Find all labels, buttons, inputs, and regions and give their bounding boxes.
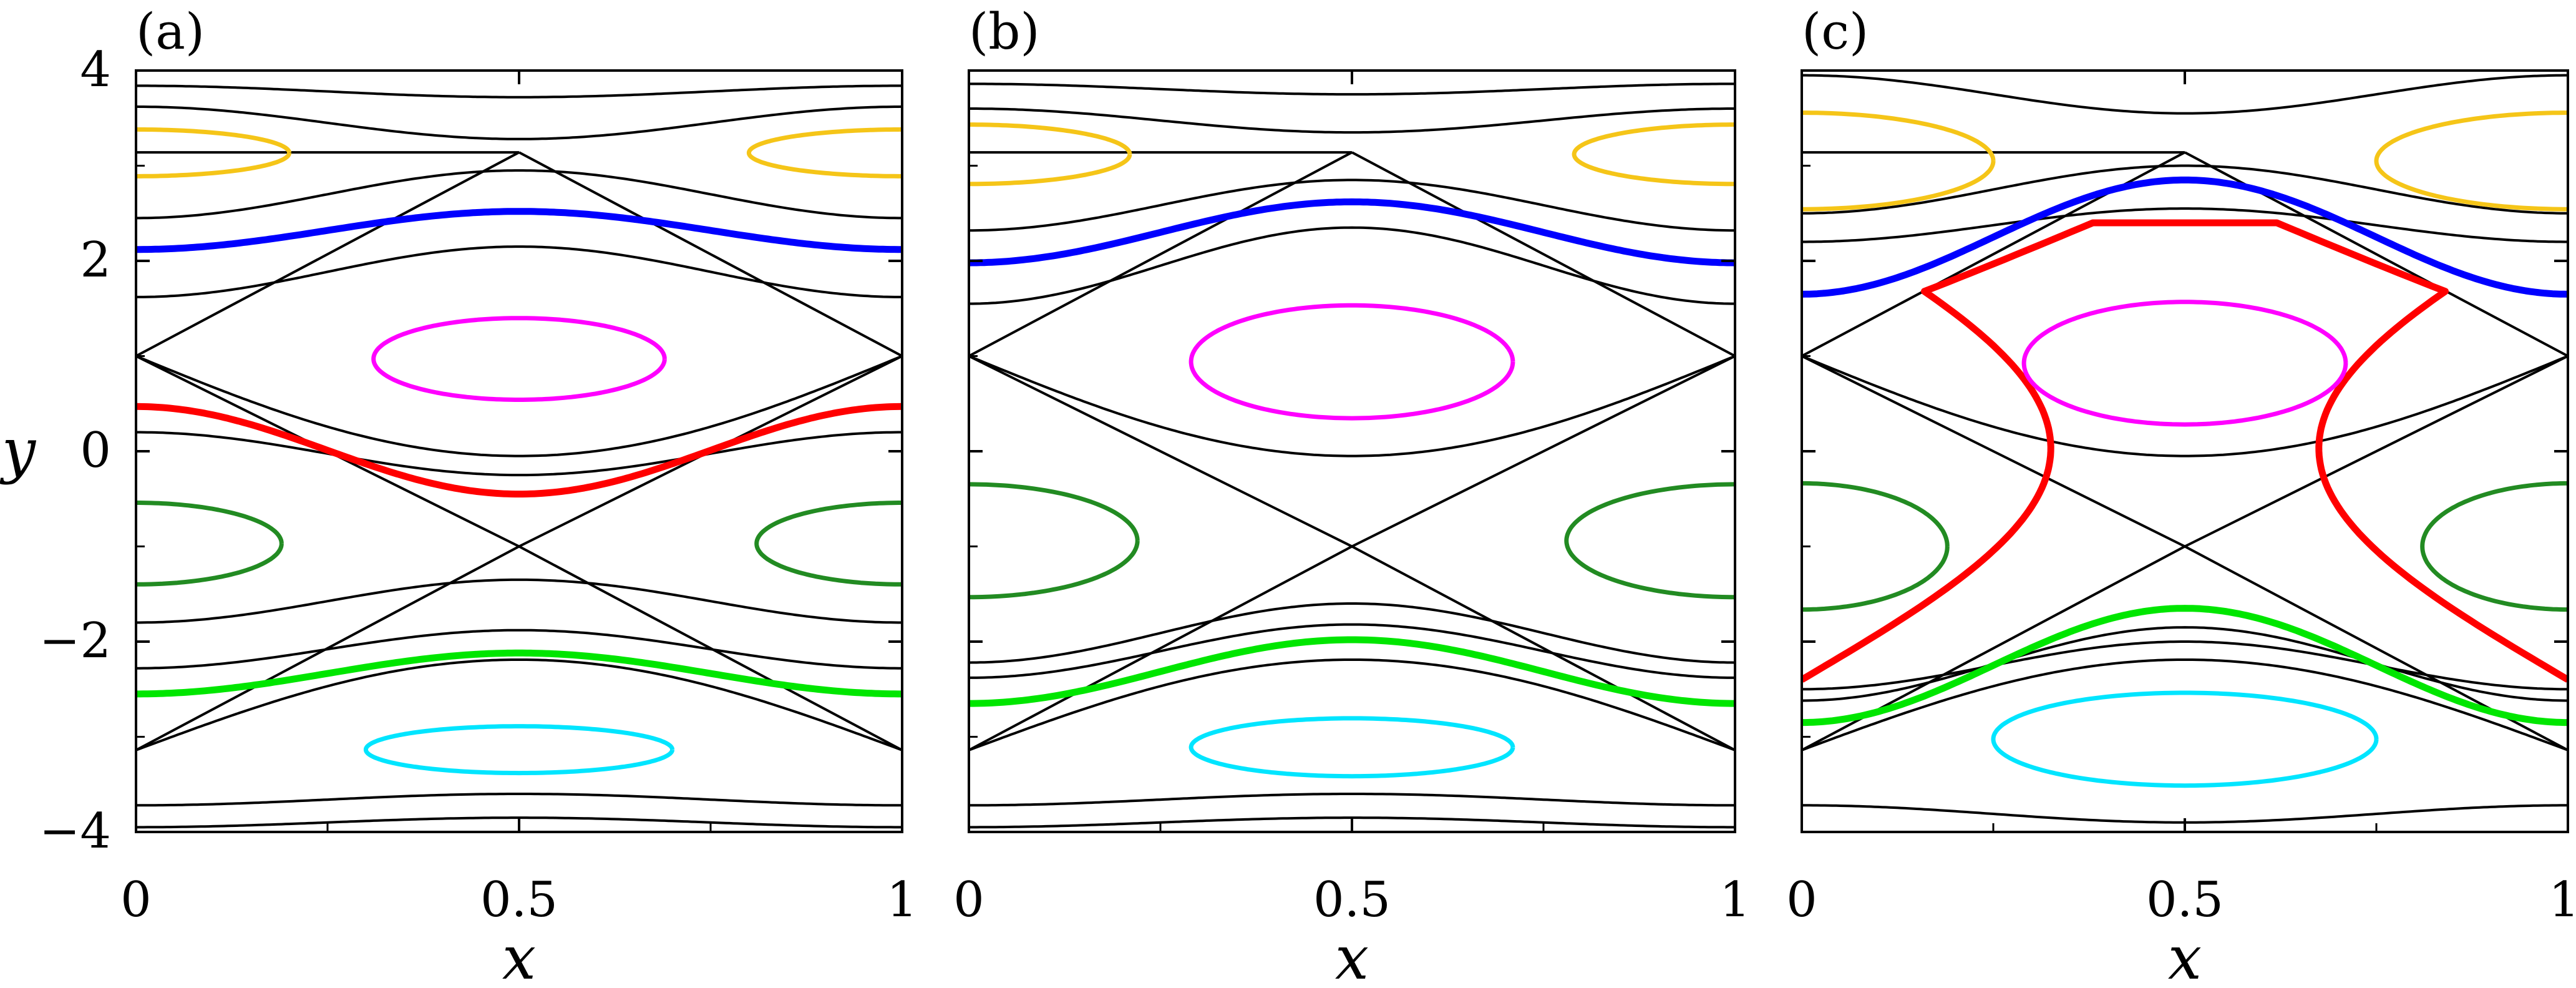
darkgreen-island-curve	[136, 501, 284, 587]
separatrix	[969, 658, 1735, 751]
passing-orbit	[1802, 626, 2568, 702]
blue-open-curve	[969, 198, 1735, 267]
passing-orbit	[136, 816, 902, 829]
passing-orbit	[136, 84, 902, 99]
red-deformed-curve	[1802, 219, 2568, 683]
separatrix	[1802, 355, 2185, 548]
separatrix	[518, 151, 902, 358]
panel-b-x-tick-1: 1	[1719, 872, 1751, 928]
panel-b-x-axis-label: x	[1335, 923, 1369, 988]
panel-a-curves	[135, 69, 903, 833]
separatrix	[1802, 355, 2568, 457]
passing-orbit	[136, 169, 902, 220]
cyan-island-curve	[363, 724, 675, 776]
panel-c-curves	[1801, 69, 2569, 833]
yellow-island-curve	[1802, 110, 1996, 212]
lime-open-curve	[136, 649, 902, 698]
darkgreen-island-curve	[754, 501, 902, 587]
y-axis-label: y	[0, 416, 37, 486]
separatrix	[1351, 355, 1735, 548]
panel-a-label: (a)	[136, 2, 205, 61]
separatrix	[1802, 658, 2568, 751]
yellow-island-curve	[746, 127, 902, 179]
panel-a-x-tick-0: 0	[120, 872, 152, 928]
y-tick-label-0: 0	[80, 423, 111, 479]
darkgreen-island-curve	[969, 482, 1140, 600]
passing-orbit	[136, 629, 902, 670]
blue-open-curve	[136, 208, 902, 253]
panel-b: (b) 0 0.5 1 x	[953, 2, 1751, 988]
passing-orbit	[1802, 207, 2568, 243]
panel-a-x-tick-1: 1	[887, 872, 918, 928]
separatrix	[969, 355, 1735, 457]
panel-a-axes-frame	[135, 69, 903, 833]
darkgreen-island-curve	[2420, 481, 2568, 612]
separatrix	[969, 151, 1353, 358]
panel-c-x-tick-0.5: 0.5	[2146, 872, 2224, 928]
panel-b-x-tick-0.5: 0.5	[1313, 872, 1391, 928]
panel-a-x-tick-0.5: 0.5	[480, 872, 558, 928]
panel-c-x-tick-1: 1	[2549, 872, 2576, 928]
y-tick-label-2: 2	[80, 232, 111, 288]
separatrix	[2184, 355, 2568, 548]
passing-orbit	[136, 578, 902, 624]
panel-a-x-axis-label: x	[502, 923, 536, 988]
panel-c-label: (c)	[1802, 2, 1869, 61]
lime-open-curve	[969, 636, 1735, 707]
lime-open-curve	[1802, 605, 2568, 726]
cyan-island-curve	[1188, 716, 1515, 779]
yellow-island-curve	[969, 122, 1132, 187]
yellow-island-curve	[136, 127, 292, 179]
panel-b-plot-area	[969, 82, 1735, 829]
panel-c-x-tick-0: 0	[1786, 872, 1817, 928]
yellow-island-curve	[2374, 110, 2568, 212]
cyan-island-curve	[1991, 690, 2379, 788]
passing-orbit	[1802, 164, 2568, 215]
passing-orbit	[969, 816, 1735, 829]
passing-orbit	[136, 431, 902, 477]
panel-b-x-tick-0: 0	[953, 872, 984, 928]
panel-c-x-axis-label: x	[2168, 923, 2202, 988]
separatrix	[1351, 151, 1735, 358]
magenta-island-curve	[371, 316, 667, 402]
panel-a-plot-area	[136, 84, 902, 829]
separatrix	[1351, 545, 1735, 751]
panel-c: (c) 0 0.5 1 x	[1786, 2, 2576, 988]
passing-orbit	[969, 602, 1735, 664]
separatrix	[136, 658, 902, 751]
passing-orbit	[1802, 640, 2568, 691]
yellow-island-curve	[1572, 122, 1735, 187]
passing-orbit	[969, 82, 1735, 96]
y-tick-label-neg4: −4	[39, 803, 111, 859]
passing-orbit	[1802, 74, 2568, 115]
passing-orbit	[969, 107, 1735, 134]
red-open-curve	[136, 403, 902, 498]
passing-orbit	[136, 245, 902, 298]
panel-b-curves	[968, 69, 1736, 833]
passing-orbit	[136, 793, 902, 807]
panel-c-plot-area	[1802, 74, 2568, 824]
blue-open-curve	[1802, 176, 2568, 298]
passing-orbit	[969, 623, 1735, 679]
passing-orbit	[969, 226, 1735, 305]
panel-c-axes-frame	[1801, 69, 2569, 833]
darkgreen-island-curve	[1564, 482, 1735, 600]
darkgreen-island-curve	[1802, 481, 1950, 612]
magenta-island-curve	[1188, 303, 1515, 421]
separatrix	[136, 355, 902, 457]
passing-orbit	[969, 793, 1735, 807]
panel-a: (a) 0 0.5 1 x	[120, 2, 918, 988]
separatrix	[969, 355, 1353, 548]
separatrix	[136, 151, 520, 358]
passing-orbit	[969, 179, 1735, 232]
panel-b-label: (b)	[969, 2, 1040, 61]
y-tick-labels: 4 2 0 −2 −4	[39, 42, 111, 859]
y-tick-label-neg2: −2	[39, 613, 111, 669]
separatrix	[969, 545, 1353, 751]
magenta-island-curve	[2021, 300, 2348, 427]
passing-orbit	[136, 105, 902, 140]
y-tick-label-4: 4	[80, 42, 111, 98]
